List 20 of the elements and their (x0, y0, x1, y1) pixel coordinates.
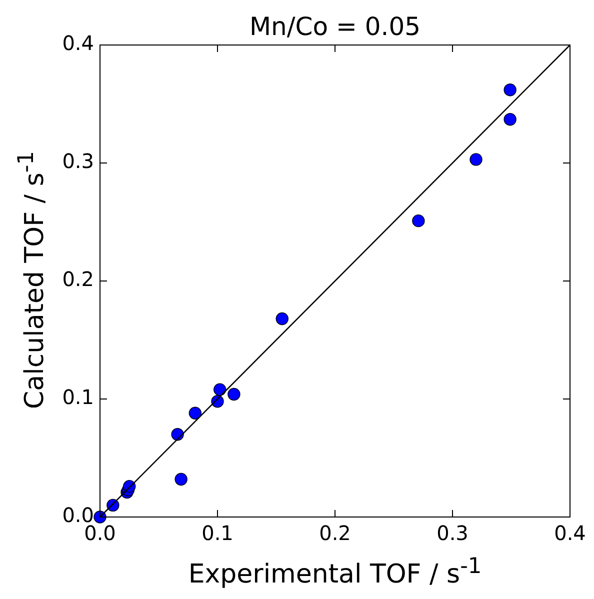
y-tick-label: 0.2 (62, 267, 94, 292)
point (174, 472, 188, 486)
point (188, 406, 202, 420)
point (276, 312, 288, 326)
x-tick-label: 0.1 (202, 521, 234, 546)
point (504, 112, 516, 126)
y-tick-label: 0.3 (62, 149, 94, 174)
point (504, 83, 516, 96)
x-tick-label: 0.3 (436, 521, 468, 546)
x-tick-label: 0.0 (84, 521, 116, 546)
chart-title: Mn/Co = 0.05 (248, 12, 422, 41)
point (228, 388, 240, 401)
x-axis-title: Experimental TOF / s$^{-1}$ (187, 554, 483, 590)
point (214, 383, 226, 396)
y-tick-label: 0.4 (62, 31, 94, 56)
x-tick-label: 0.2 (319, 521, 351, 546)
y-tick-label: 0.1 (62, 385, 94, 410)
point (412, 214, 425, 228)
point (470, 153, 482, 166)
x-tick-label: 0.4 (554, 521, 586, 546)
